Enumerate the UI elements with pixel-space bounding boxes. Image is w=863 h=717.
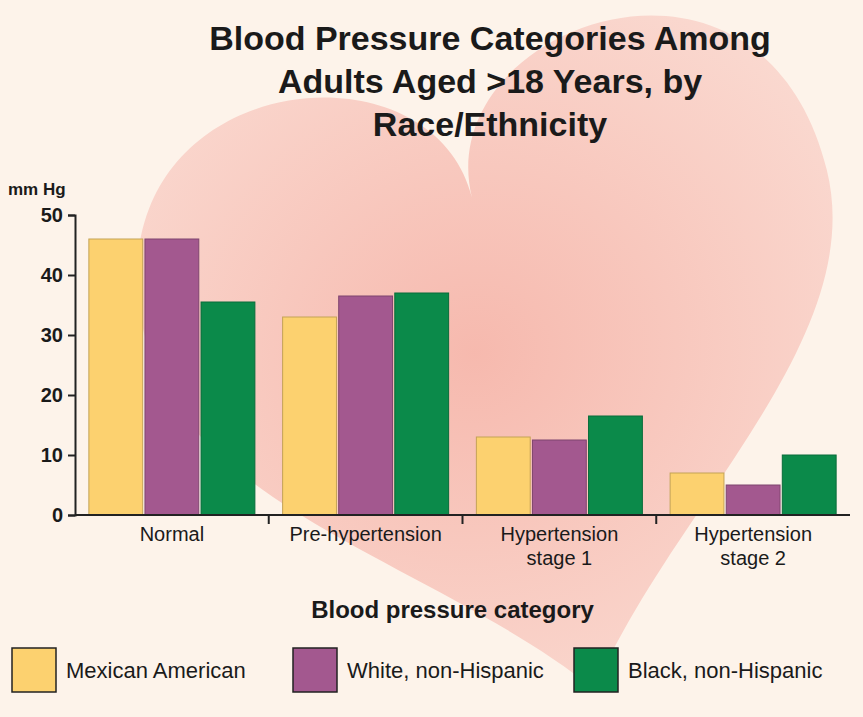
bar bbox=[395, 293, 449, 515]
bar bbox=[589, 416, 643, 515]
bar bbox=[670, 473, 724, 515]
legend-label: Mexican American bbox=[66, 658, 246, 683]
legend-item: Black, non-Hispanic bbox=[574, 648, 822, 692]
y-tick: 30 bbox=[41, 324, 75, 346]
legend-label: White, non-Hispanic bbox=[347, 658, 544, 683]
bar bbox=[339, 296, 393, 515]
legend-item: White, non-Hispanic bbox=[293, 648, 544, 692]
chart-svg: Blood Pressure Categories AmongAdults Ag… bbox=[0, 0, 863, 717]
title: Blood Pressure Categories AmongAdults Ag… bbox=[209, 19, 771, 143]
y-tick: 50 bbox=[41, 204, 75, 226]
bar bbox=[145, 239, 199, 515]
bar bbox=[201, 302, 255, 515]
legend-item: Mexican American bbox=[12, 648, 246, 692]
y-axis-line bbox=[68, 216, 76, 516]
bar bbox=[283, 317, 337, 515]
y-tick: 40 bbox=[41, 264, 75, 286]
x-tick-label: Hypertensionstage 2 bbox=[694, 523, 812, 569]
group-separator bbox=[655, 515, 657, 524]
y-tick-label: 50 bbox=[41, 204, 63, 226]
x-tick: Pre-hypertension bbox=[289, 523, 441, 545]
x-axis-title: Blood pressure category bbox=[311, 596, 594, 623]
y-tick-mark bbox=[68, 455, 75, 457]
y-tick: 20 bbox=[41, 384, 75, 406]
bar-series bbox=[145, 239, 780, 515]
y-tick-mark bbox=[68, 335, 75, 337]
legend: Mexican American White, non-Hispanic Black… bbox=[12, 648, 822, 692]
legend-label: Black, non-Hispanic bbox=[628, 658, 822, 683]
heart-decoration bbox=[98, 0, 863, 717]
bar bbox=[476, 437, 530, 515]
bar bbox=[89, 239, 143, 515]
y-tick-label: 20 bbox=[41, 384, 63, 406]
bar bbox=[782, 455, 836, 515]
y-tick-mark bbox=[68, 515, 75, 517]
y-tick-mark bbox=[68, 215, 75, 217]
y-tick: 10 bbox=[41, 444, 75, 466]
bar bbox=[532, 440, 586, 515]
bar-series bbox=[89, 239, 724, 515]
y-tick-label: 10 bbox=[41, 444, 63, 466]
group-separator bbox=[268, 515, 270, 524]
y-tick-mark bbox=[68, 395, 75, 397]
y-axis-title: mm Hg bbox=[8, 180, 66, 199]
legend-swatch bbox=[293, 648, 337, 692]
legend-swatch bbox=[574, 648, 618, 692]
y-tick-label: 0 bbox=[52, 504, 63, 526]
bar bbox=[726, 485, 780, 515]
y-tick-mark bbox=[68, 275, 75, 277]
chart-container: Blood Pressure Categories AmongAdults Ag… bbox=[0, 0, 863, 717]
legend-swatch bbox=[12, 648, 56, 692]
group-separator bbox=[462, 515, 464, 524]
x-tick-label: Hypertensionstage 1 bbox=[500, 523, 618, 569]
x-tick-label: Normal bbox=[140, 523, 204, 545]
x-axis: Normal Pre-hypertension Hypertensionstage … bbox=[75, 515, 850, 569]
y-tick: 0 bbox=[52, 504, 75, 526]
y-tick-label: 40 bbox=[41, 264, 63, 286]
plot-area bbox=[89, 239, 836, 515]
x-tick: Hypertensionstage 2 bbox=[694, 523, 812, 569]
x-tick: Normal bbox=[140, 523, 204, 545]
x-tick-label: Pre-hypertension bbox=[289, 523, 441, 545]
bar-series bbox=[201, 293, 836, 515]
y-axis: 0 10 20 30 40 50 bbox=[41, 204, 76, 526]
x-tick: Hypertensionstage 1 bbox=[500, 523, 618, 569]
y-tick-label: 30 bbox=[41, 324, 63, 346]
